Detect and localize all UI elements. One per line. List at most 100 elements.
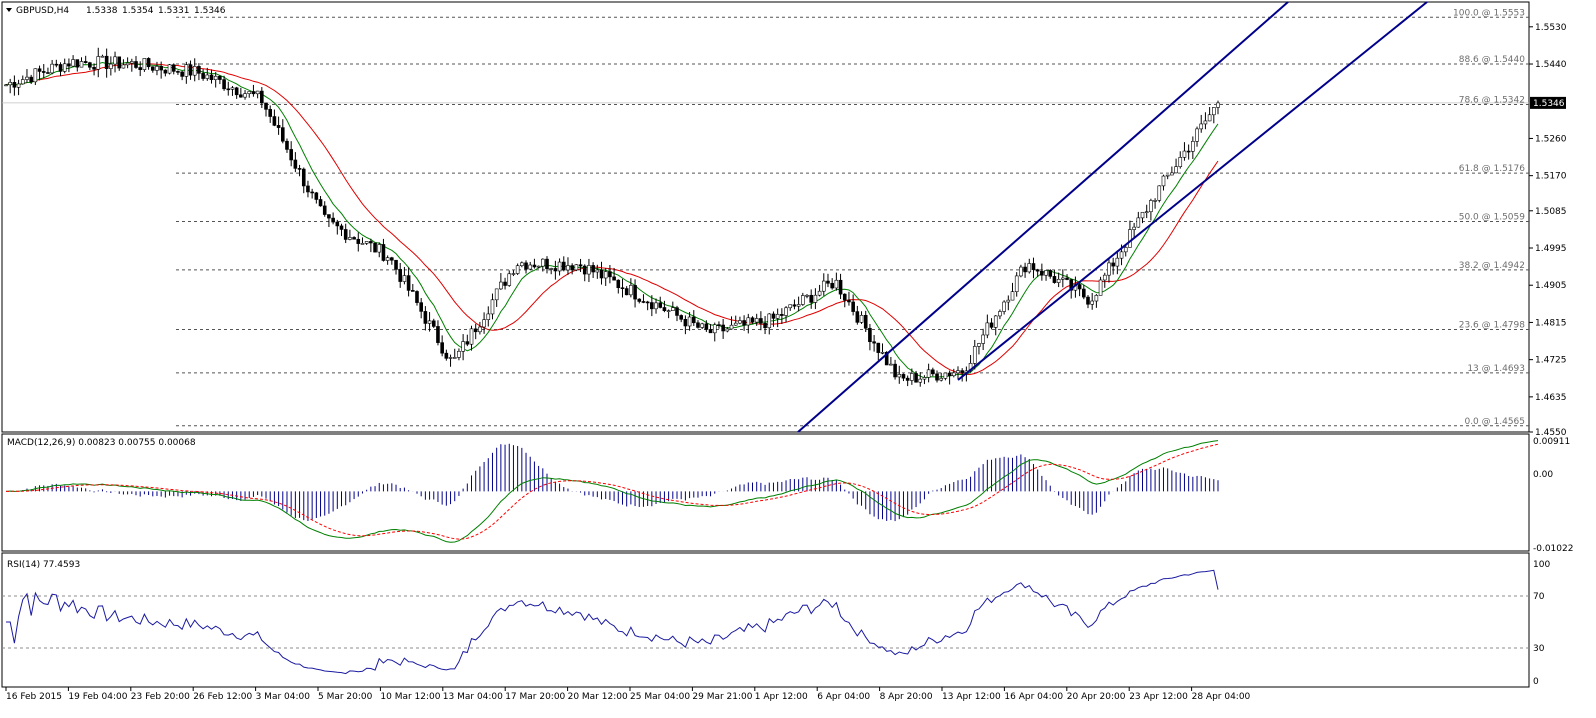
candle-body <box>876 342 881 353</box>
candle-body <box>742 320 746 326</box>
candle-body <box>1161 175 1166 187</box>
candle-body <box>46 72 50 74</box>
macd-panel[interactable] <box>1 433 1530 552</box>
candle-body <box>1132 226 1136 230</box>
candle-body <box>520 262 524 267</box>
time-tick-label: 13 Mar 04:00 <box>443 692 503 702</box>
candle-body <box>809 294 814 303</box>
candle-body <box>914 373 918 383</box>
candle-body <box>121 64 126 69</box>
time-tick-label: 3 Mar 04:00 <box>256 692 311 702</box>
candle-body <box>1065 277 1069 280</box>
candle-body <box>213 75 218 80</box>
candle-body <box>612 276 616 281</box>
candle-body <box>75 59 80 68</box>
price-tick-label: 1.5085 <box>1535 207 1567 217</box>
candle-body <box>591 265 595 273</box>
ohlc-close: 1.5346 <box>194 6 226 16</box>
candle-body <box>645 301 650 304</box>
candle-body <box>675 307 679 316</box>
time-tick-label: 20 Apr 20:00 <box>1067 692 1126 702</box>
candle-body <box>260 90 264 104</box>
price-tick-label: 1.4995 <box>1535 244 1567 254</box>
candle-body <box>318 199 323 207</box>
candle-body <box>83 61 88 63</box>
time-tick-label: 13 Apr 12:00 <box>942 692 1001 702</box>
candle-body <box>712 324 717 334</box>
candle-body <box>989 322 994 328</box>
candle-body <box>8 82 12 86</box>
channel-upper-line[interactable] <box>797 1 1289 433</box>
candle-body <box>356 238 361 244</box>
candle-body <box>658 302 663 308</box>
candle-body <box>536 265 541 268</box>
candle-body <box>373 242 377 253</box>
time-axis: 16 Feb 2015 19 Feb 04:00 23 Feb 20:00 26 Fe… <box>5 687 1251 702</box>
candle-body <box>444 352 449 359</box>
candle-body <box>1107 262 1111 276</box>
candle-body <box>620 287 625 290</box>
candle-body <box>872 341 876 344</box>
price-tick-label: 1.4550 <box>1535 428 1567 438</box>
candle-body <box>587 265 591 275</box>
candle-body <box>272 116 277 126</box>
candle-body <box>390 257 394 261</box>
candle-body <box>1153 200 1157 202</box>
candle-body <box>109 63 113 69</box>
candle-body <box>301 168 306 187</box>
candle-body <box>1006 299 1011 303</box>
candle-body <box>436 326 440 343</box>
candle-body <box>171 64 176 72</box>
rsi-panel[interactable] <box>1 552 1530 688</box>
candle-body <box>541 258 545 267</box>
candle-body <box>205 74 210 79</box>
price-panel[interactable] <box>1 1 1530 433</box>
candle-body <box>310 191 314 194</box>
candle-body <box>859 314 864 323</box>
candle-body <box>264 102 268 110</box>
fib-label: 38.2 @ 1.4942 <box>1459 261 1525 271</box>
candle-body <box>708 329 713 334</box>
channel-lower-line[interactable] <box>957 1 1428 381</box>
candle-body <box>1115 257 1120 267</box>
candle-body <box>771 313 776 319</box>
candle-body <box>1027 263 1032 273</box>
rsi-indicator <box>6 569 1219 675</box>
candle-body <box>691 316 696 324</box>
candle-body <box>62 63 67 72</box>
candle-body <box>821 280 826 292</box>
rsi-tick-100: 100 <box>1533 560 1550 570</box>
time-tick-label: 17 Mar 20:00 <box>505 692 565 702</box>
fibonacci-levels: 100.0 @ 1.5553 88.6 @ 1.5440 78.6 @ 1.5342… <box>2 8 1529 427</box>
candle-body <box>457 350 461 358</box>
candle-body <box>1069 279 1074 291</box>
candle-body <box>947 372 952 377</box>
candle-body <box>134 61 138 68</box>
candle-body <box>1186 150 1191 153</box>
candle-body <box>423 311 428 324</box>
candle-body <box>201 73 205 79</box>
symbol-label: GBPUSD,H4 <box>16 6 69 16</box>
candle-body <box>1195 128 1199 142</box>
ohlc-open: 1.5338 <box>86 6 118 16</box>
candle-body <box>478 326 482 333</box>
candle-body <box>100 55 105 58</box>
candle-body <box>897 374 902 378</box>
candle-body <box>1019 266 1023 277</box>
candle-body <box>511 273 516 275</box>
candle-body <box>176 71 180 73</box>
candle-body <box>360 243 365 245</box>
candle-body <box>67 63 71 67</box>
candle-body <box>805 294 809 297</box>
candle-body <box>25 76 29 80</box>
candle-body <box>759 318 763 324</box>
candle-body <box>1157 185 1162 201</box>
dropdown-triangle-icon[interactable] <box>6 8 12 12</box>
candle-body <box>717 324 721 326</box>
candle-body <box>247 91 252 94</box>
candle-body <box>415 291 419 303</box>
candle-body <box>469 328 474 345</box>
candle-body <box>12 82 17 88</box>
ma-fast-line <box>5 61 1219 379</box>
